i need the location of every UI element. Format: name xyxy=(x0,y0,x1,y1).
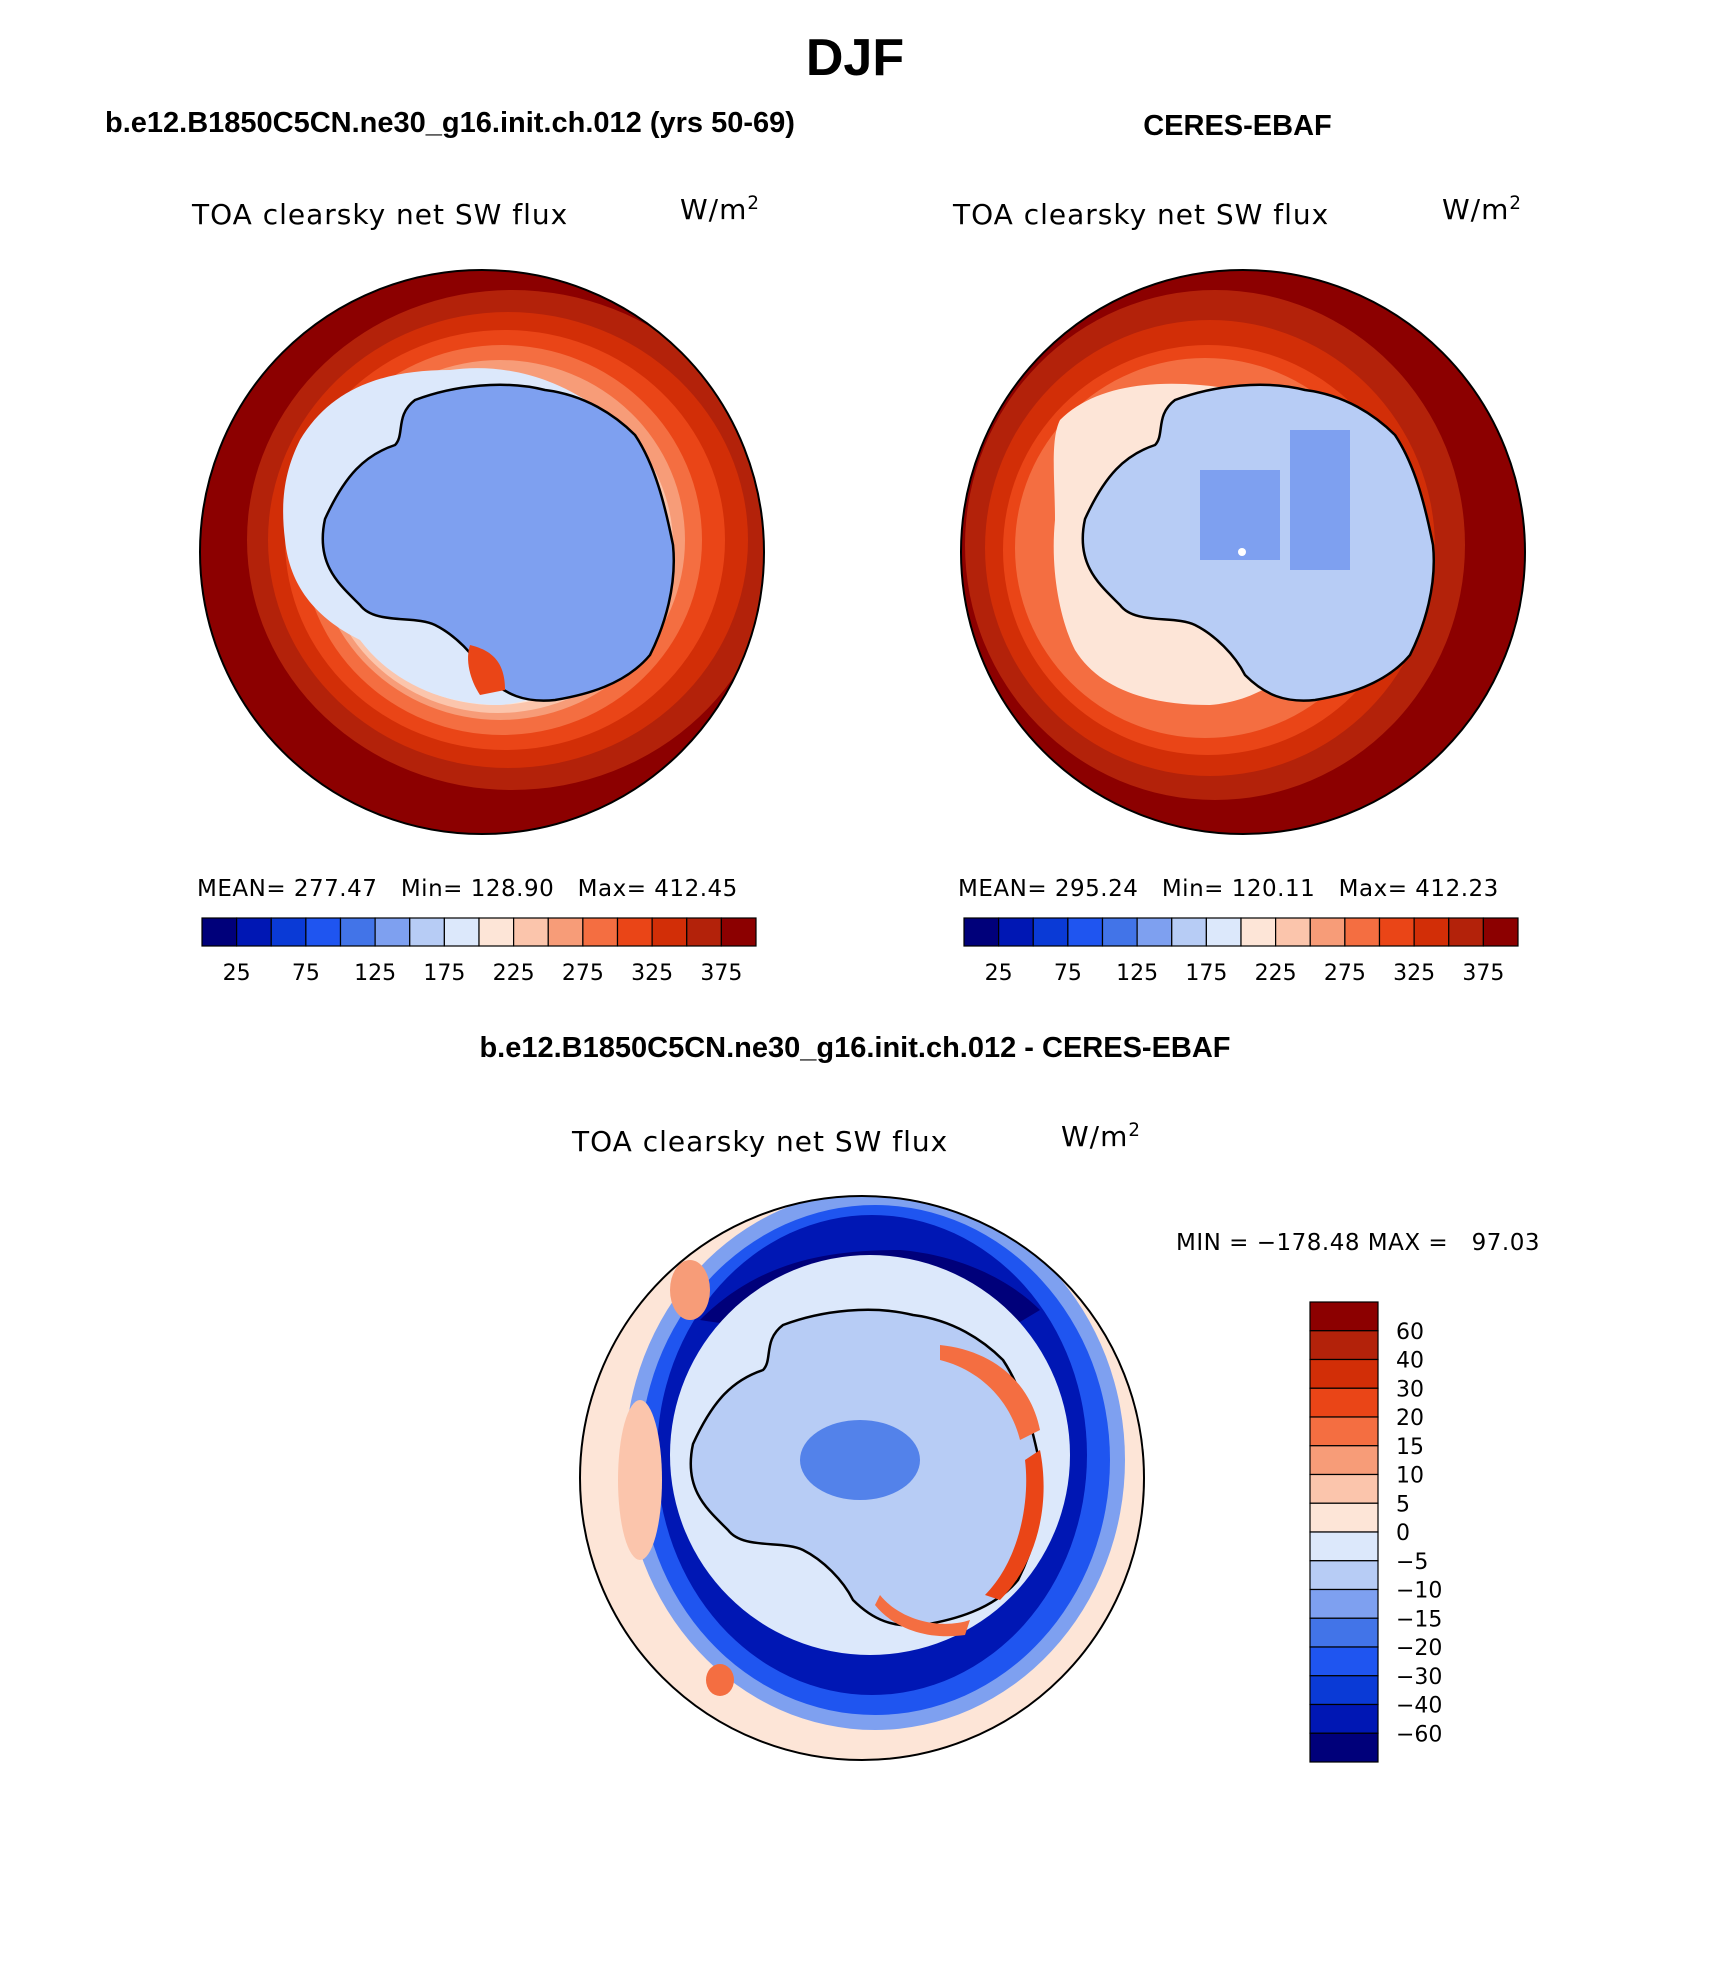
diff-colorbar-swatch xyxy=(1309,1473,1379,1504)
diff-colorbar-tick-label: 10 xyxy=(1396,1464,1424,1489)
obs-colorbar: 25 75 125 175 225 275 325 375 xyxy=(963,917,1519,986)
diff-colorbar: 60 40 30 20 15 10 5 0 −5 −10 −15 −20 −30 −40 −60 xyxy=(1309,1301,1442,1763)
model-units-label: W/m2 xyxy=(680,193,760,226)
model-colorbar-tick-label: 175 xyxy=(423,961,465,986)
model-map xyxy=(199,269,765,835)
diff-colorbar-tick-label: −40 xyxy=(1396,1694,1442,1719)
model-colorbar-swatch xyxy=(201,917,238,947)
diff-colorbar-swatch xyxy=(1309,1301,1379,1332)
obs-colorbar-swatch xyxy=(1448,917,1484,947)
model-colorbar-swatch xyxy=(686,917,722,947)
diff-colorbar-tick-label: 40 xyxy=(1396,1349,1424,1374)
obs-colorbar-tick-label: 175 xyxy=(1185,961,1227,986)
diff-colorbar-swatch xyxy=(1309,1387,1379,1418)
model-colorbar-swatch xyxy=(547,917,584,947)
obs-colorbar-tick-label: 225 xyxy=(1255,961,1297,986)
diff-colorbar-tick-label: 5 xyxy=(1396,1492,1410,1517)
model-colorbar-swatch xyxy=(478,917,515,947)
model-colorbar-tick-label: 225 xyxy=(493,961,535,986)
diff-colorbar-swatch xyxy=(1309,1445,1379,1476)
diff-minmax: MIN = −178.48 MAX = 97.03 xyxy=(1176,1230,1540,1256)
obs-colorbar-tick-label: 325 xyxy=(1393,961,1435,986)
diff-colorbar-tick-label: 0 xyxy=(1396,1521,1410,1546)
model-colorbar-swatch xyxy=(339,917,376,947)
obs-colorbar-swatch xyxy=(1378,917,1415,947)
model-stats: MEAN= 277.47 Min= 128.90 Max= 412.45 xyxy=(197,876,738,902)
obs-colorbar-swatch xyxy=(1101,917,1138,947)
obs-colorbar-tick-label: 25 xyxy=(985,961,1013,986)
diff-case-title: b.e12.B1850C5CN.ne30_g16.init.ch.012 - C… xyxy=(479,1032,1231,1064)
obs-colorbar-tick-label: 125 xyxy=(1116,961,1158,986)
model-colorbar-swatch xyxy=(270,917,307,947)
model-case-title: b.e12.B1850C5CN.ne30_g16.init.ch.012 (yr… xyxy=(105,107,795,139)
diff-colorbar-tick-label: −30 xyxy=(1396,1665,1442,1690)
obs-colorbar-swatch xyxy=(998,917,1034,947)
model-colorbar-tick-label: 75 xyxy=(292,961,320,986)
obs-colorbar-swatch xyxy=(1240,917,1277,947)
diff-colorbar-tick-label: 15 xyxy=(1396,1435,1424,1460)
obs-variable-label: TOA clearsky net SW flux xyxy=(953,198,1330,231)
obs-colorbar-swatch xyxy=(1344,917,1381,947)
diff-colorbar-tick-label: −20 xyxy=(1396,1636,1442,1661)
obs-colorbar-swatch xyxy=(1413,917,1450,947)
obs-colorbar-swatch xyxy=(1275,917,1311,947)
diff-colorbar-swatch xyxy=(1309,1560,1379,1591)
diff-variable-label: TOA clearsky net SW flux xyxy=(572,1125,949,1158)
diff-colorbar-swatch xyxy=(1309,1675,1379,1706)
obs-colorbar-swatch xyxy=(963,917,1000,947)
model-colorbar-swatch xyxy=(720,917,757,947)
obs-units-label: W/m2 xyxy=(1442,193,1522,226)
model-colorbar-tick-label: 125 xyxy=(354,961,396,986)
figure-title: DJF xyxy=(805,29,905,87)
diff-colorbar-swatch xyxy=(1309,1330,1379,1361)
diff-colorbar-tick-label: 60 xyxy=(1396,1320,1424,1345)
obs-colorbar-tick-label: 75 xyxy=(1054,961,1082,986)
diff-colorbar-tick-label: −5 xyxy=(1396,1550,1428,1575)
model-variable-label: TOA clearsky net SW flux xyxy=(192,198,569,231)
model-colorbar-swatch xyxy=(305,917,342,947)
model-colorbar-swatch xyxy=(513,917,549,947)
model-colorbar-swatch xyxy=(443,917,480,947)
obs-colorbar-swatch xyxy=(1067,917,1104,947)
diff-colorbar-tick-label: −60 xyxy=(1396,1722,1442,1747)
diff-colorbar-swatch xyxy=(1309,1617,1379,1648)
model-colorbar-swatch xyxy=(236,917,272,947)
model-colorbar-swatch xyxy=(582,917,619,947)
diff-map xyxy=(579,1195,1145,1761)
model-colorbar: 25 75 125 175 225 275 325 375 xyxy=(201,917,757,986)
model-colorbar-swatch xyxy=(374,917,411,947)
obs-colorbar-swatch xyxy=(1171,917,1207,947)
diff-colorbar-swatch xyxy=(1309,1646,1379,1677)
model-colorbar-swatch xyxy=(616,917,653,947)
diff-colorbar-tick-label: −10 xyxy=(1396,1579,1442,1604)
obs-colorbar-swatch xyxy=(1482,917,1519,947)
diff-colorbar-swatch xyxy=(1309,1358,1379,1389)
obs-stats: MEAN= 295.24 Min= 120.11 Max= 412.23 xyxy=(958,876,1499,902)
diff-colorbar-swatch xyxy=(1309,1416,1379,1447)
obs-colorbar-tick-label: 375 xyxy=(1462,961,1504,986)
diff-colorbar-tick-label: 30 xyxy=(1396,1377,1424,1402)
diff-colorbar-tick-label: 20 xyxy=(1396,1406,1424,1431)
model-colorbar-tick-label: 25 xyxy=(223,961,251,986)
diff-colorbar-swatch xyxy=(1309,1588,1379,1619)
obs-case-title: CERES-EBAF xyxy=(1143,110,1332,142)
diff-colorbar-swatch xyxy=(1309,1703,1379,1734)
diff-colorbar-tick-label: −15 xyxy=(1396,1607,1442,1632)
obs-colorbar-swatch xyxy=(1032,917,1069,947)
obs-colorbar-tick-label: 275 xyxy=(1324,961,1366,986)
obs-colorbar-swatch xyxy=(1309,917,1346,947)
diff-units-label: W/m2 xyxy=(1061,1120,1141,1153)
diff-colorbar-swatch xyxy=(1309,1531,1379,1562)
model-colorbar-tick-label: 375 xyxy=(700,961,742,986)
obs-colorbar-swatch xyxy=(1136,917,1173,947)
model-colorbar-swatch xyxy=(651,917,688,947)
model-colorbar-tick-label: 325 xyxy=(631,961,673,986)
diff-colorbar-swatch xyxy=(1309,1502,1379,1533)
diff-colorbar-swatch xyxy=(1309,1732,1379,1763)
obs-colorbar-swatch xyxy=(1205,917,1242,947)
model-colorbar-swatch xyxy=(409,917,445,947)
obs-map xyxy=(960,269,1526,835)
model-colorbar-tick-label: 275 xyxy=(562,961,604,986)
